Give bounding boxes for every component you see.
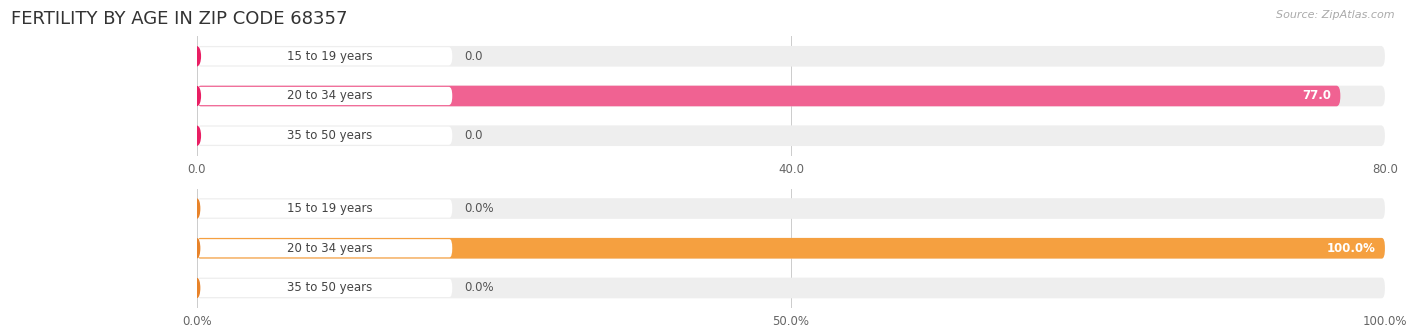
Text: 0.0%: 0.0%	[464, 281, 494, 295]
Circle shape	[193, 86, 201, 106]
Text: 77.0: 77.0	[1302, 89, 1331, 103]
Text: 0.0%: 0.0%	[464, 202, 494, 215]
FancyBboxPatch shape	[197, 238, 1385, 259]
Circle shape	[194, 278, 200, 298]
Text: 0.0: 0.0	[464, 129, 482, 142]
FancyBboxPatch shape	[197, 278, 1385, 298]
FancyBboxPatch shape	[197, 200, 453, 217]
Text: FERTILITY BY AGE IN ZIP CODE 68357: FERTILITY BY AGE IN ZIP CODE 68357	[11, 10, 347, 28]
Text: 35 to 50 years: 35 to 50 years	[287, 129, 373, 142]
FancyBboxPatch shape	[197, 198, 1385, 219]
FancyBboxPatch shape	[197, 239, 453, 257]
FancyBboxPatch shape	[197, 46, 1385, 67]
Text: 15 to 19 years: 15 to 19 years	[287, 202, 373, 215]
FancyBboxPatch shape	[197, 47, 453, 65]
FancyBboxPatch shape	[197, 238, 1385, 259]
FancyBboxPatch shape	[197, 125, 1385, 146]
FancyBboxPatch shape	[197, 279, 453, 297]
Circle shape	[194, 199, 200, 218]
FancyBboxPatch shape	[197, 86, 1340, 106]
Text: 35 to 50 years: 35 to 50 years	[287, 281, 373, 295]
Text: 0.0: 0.0	[464, 50, 482, 63]
Text: Source: ZipAtlas.com: Source: ZipAtlas.com	[1277, 10, 1395, 20]
Text: 20 to 34 years: 20 to 34 years	[287, 89, 373, 103]
FancyBboxPatch shape	[197, 127, 453, 145]
FancyBboxPatch shape	[197, 86, 1385, 106]
Circle shape	[194, 239, 200, 258]
Circle shape	[193, 126, 201, 145]
Text: 100.0%: 100.0%	[1326, 242, 1375, 255]
FancyBboxPatch shape	[197, 87, 453, 105]
Text: 20 to 34 years: 20 to 34 years	[287, 242, 373, 255]
Circle shape	[193, 47, 201, 66]
Text: 15 to 19 years: 15 to 19 years	[287, 50, 373, 63]
